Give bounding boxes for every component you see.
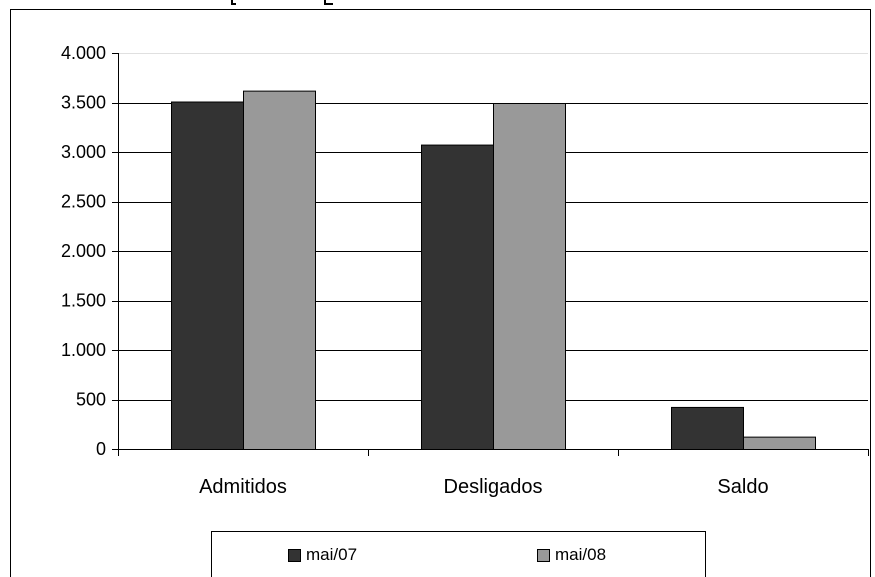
legend-item-mai08: mai/08 (537, 545, 606, 565)
legend-item-mai07: mai/07 (288, 545, 357, 565)
bar-mai07-desligados (421, 144, 494, 450)
y-tick-label: 1.500 (61, 291, 106, 311)
x-tick-label: Admitidos (199, 476, 287, 498)
x-tick-label: Desligados (444, 476, 543, 498)
y-tick-label: 3.500 (61, 93, 106, 113)
x-tick-label: Saldo (717, 476, 768, 498)
y-tick-label: 0 (96, 439, 106, 459)
bar-mai08-admitidos (243, 90, 316, 451)
bars (171, 90, 816, 451)
legend-swatch-mai08 (537, 548, 550, 562)
legend-swatch-mai07 (288, 548, 301, 562)
y-tick-label: 1.000 (61, 340, 106, 360)
legend: mai/07 mai/08 (211, 531, 706, 577)
y-tick-label: 4.000 (61, 43, 106, 63)
y-tick-labels: 0 500 1.000 1.500 2.000 2.500 3.000 3.500 4.000 (61, 43, 106, 459)
y-tick-label: 2.000 (61, 241, 106, 261)
title-fragment-right (324, 0, 333, 5)
bar-mai07-saldo (671, 406, 744, 450)
legend-label-mai08: mai/08 (555, 545, 607, 564)
bar-mai08-saldo (743, 436, 816, 450)
bar-mai08-desligados (493, 102, 566, 451)
chart-frame (10, 9, 871, 577)
x-tick-labels: Admitidos Desligados Saldo (199, 476, 768, 498)
title-fragment-left (231, 0, 236, 5)
y-tick-label: 500 (76, 390, 106, 410)
y-tick-label: 2.500 (61, 192, 106, 212)
bar-mai07-admitidos (171, 101, 244, 450)
y-tick-label: 3.000 (61, 142, 106, 162)
legend-label-mai07: mai/07 (306, 545, 358, 564)
